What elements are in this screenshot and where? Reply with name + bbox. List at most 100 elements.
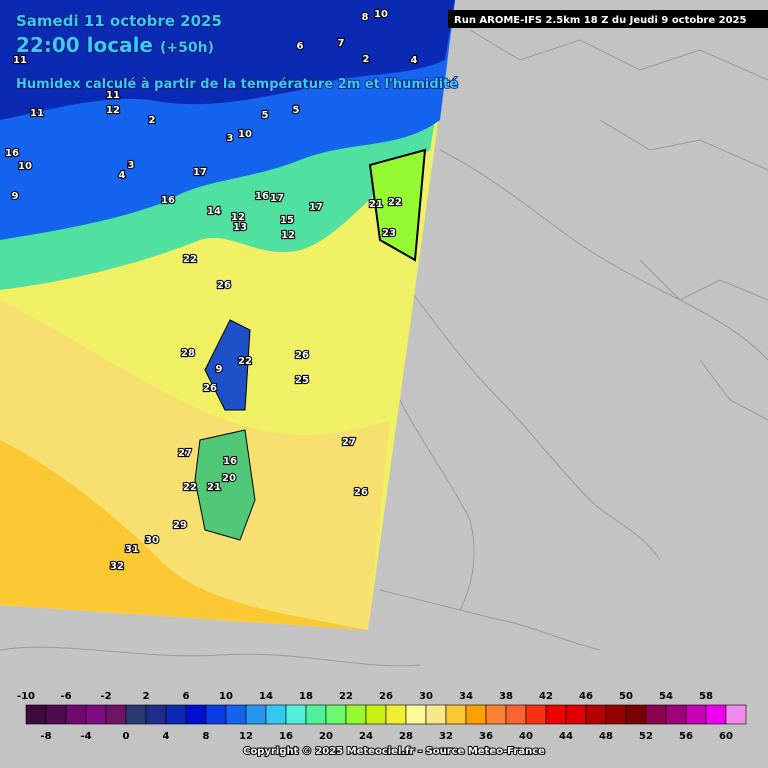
contour-label: 25: [295, 375, 309, 386]
contour-label: 14: [207, 206, 221, 217]
legend-label: 42: [539, 691, 553, 702]
legend-swatch: [505, 704, 527, 725]
legend-swatch: [565, 704, 587, 725]
legend-swatch: [225, 704, 247, 725]
sardinia: [194, 429, 256, 541]
zone-cold: [0, 0, 455, 120]
contour-label: 22: [238, 356, 252, 367]
legend-swatch: [665, 704, 687, 725]
legend-swatch: [205, 704, 227, 725]
contour-label: 12: [281, 230, 295, 241]
legend-label: 28: [399, 731, 413, 742]
contour-label: 27: [178, 448, 192, 459]
legend-label: 46: [579, 691, 593, 702]
legend-swatch: [445, 704, 467, 725]
legend-swatch: [465, 704, 487, 725]
legend-label: 0: [123, 731, 130, 742]
contour-label: 17: [193, 167, 207, 178]
contour-label: 22: [388, 197, 402, 208]
contour-label: 2: [149, 115, 156, 126]
legend-swatch: [45, 704, 67, 725]
contour-label: 5: [262, 110, 269, 121]
contour-label: 9: [216, 364, 223, 375]
legend-label: 54: [659, 691, 673, 702]
contour-label: 20: [222, 473, 236, 484]
legend-label: 6: [183, 691, 190, 702]
legend-label: 14: [259, 691, 273, 702]
run-info: Run AROME-IFS 2.5km 18 Z du Jeudi 9 octo…: [454, 15, 746, 26]
run-bar: [448, 10, 768, 28]
contour-label: 12: [231, 212, 245, 223]
contour-label: 10: [18, 161, 32, 172]
legend-label: 8: [203, 731, 210, 742]
contour-label: 31: [125, 544, 139, 555]
legend-swatch: [705, 704, 727, 725]
legend-swatch: [245, 704, 267, 725]
legend-label: 22: [339, 691, 353, 702]
legend-swatch: [185, 704, 207, 725]
legend-label: -8: [40, 731, 51, 742]
legend-swatch: [525, 704, 547, 725]
contour-label: 27: [342, 437, 356, 448]
legend-label: 24: [359, 731, 373, 742]
contour-label: 10: [374, 9, 388, 20]
legend-label: -10: [17, 691, 35, 702]
legend-swatch: [545, 704, 567, 725]
contour-label: 6: [297, 41, 304, 52]
contour-label: 16: [255, 191, 269, 202]
zone-po: [368, 148, 427, 262]
legend-label: 32: [439, 731, 453, 742]
legend-swatch: [145, 704, 167, 725]
legend-label: 36: [479, 731, 493, 742]
legend-swatch: [685, 704, 707, 725]
legend-swatch: [285, 704, 307, 725]
legend-label: -2: [100, 691, 111, 702]
contour-label: 28: [181, 348, 195, 359]
contour-label: 11: [13, 55, 27, 66]
zone-hot: [0, 440, 368, 630]
legend-label: 60: [719, 731, 733, 742]
contour-label: 9: [12, 191, 19, 202]
legend-swatch: [105, 704, 127, 725]
contour-label: 29: [173, 520, 187, 531]
contour-label: 4: [411, 55, 418, 66]
time: 22:00 locale: [16, 33, 153, 57]
legend-swatch: [585, 704, 607, 725]
contour-label: 16: [5, 148, 19, 159]
legend-swatch: [345, 704, 367, 725]
legend-label: 10: [219, 691, 233, 702]
contour-label: 5: [293, 105, 300, 116]
legend-label: -4: [80, 731, 91, 742]
legend-label: 12: [239, 731, 253, 742]
contour-label: 17: [309, 202, 323, 213]
contour-label: 26: [203, 383, 217, 394]
contour-label: 2: [363, 54, 370, 65]
legend-label: 40: [519, 731, 533, 742]
legend-swatch: [305, 704, 327, 725]
copyright: Copyright © 2025 Meteociel.fr - Source M…: [243, 746, 545, 757]
legend-swatch: [405, 704, 427, 725]
legend-label: 48: [599, 731, 613, 742]
legend-label: 4: [163, 731, 170, 742]
legend-label: 56: [679, 731, 693, 742]
legend-label: 18: [299, 691, 313, 702]
legend-label: 20: [319, 731, 333, 742]
legend-label: 50: [619, 691, 633, 702]
contour-label: 26: [217, 280, 231, 291]
legend-swatch: [65, 704, 87, 725]
contour-label: 11: [30, 108, 44, 119]
legend-swatch: [265, 704, 287, 725]
legend-label: 30: [419, 691, 433, 702]
contour-label: 21: [207, 482, 221, 493]
contour-label: 7: [338, 38, 345, 49]
legend-swatch: [325, 704, 347, 725]
contour-label: 21: [369, 199, 383, 210]
contour-label: 32: [110, 561, 124, 572]
legend-swatch: [385, 704, 407, 725]
legend-label: 38: [499, 691, 513, 702]
contour-label: 3: [128, 160, 135, 171]
contour-label: 16: [223, 456, 237, 467]
contour-label: 8: [362, 12, 369, 23]
